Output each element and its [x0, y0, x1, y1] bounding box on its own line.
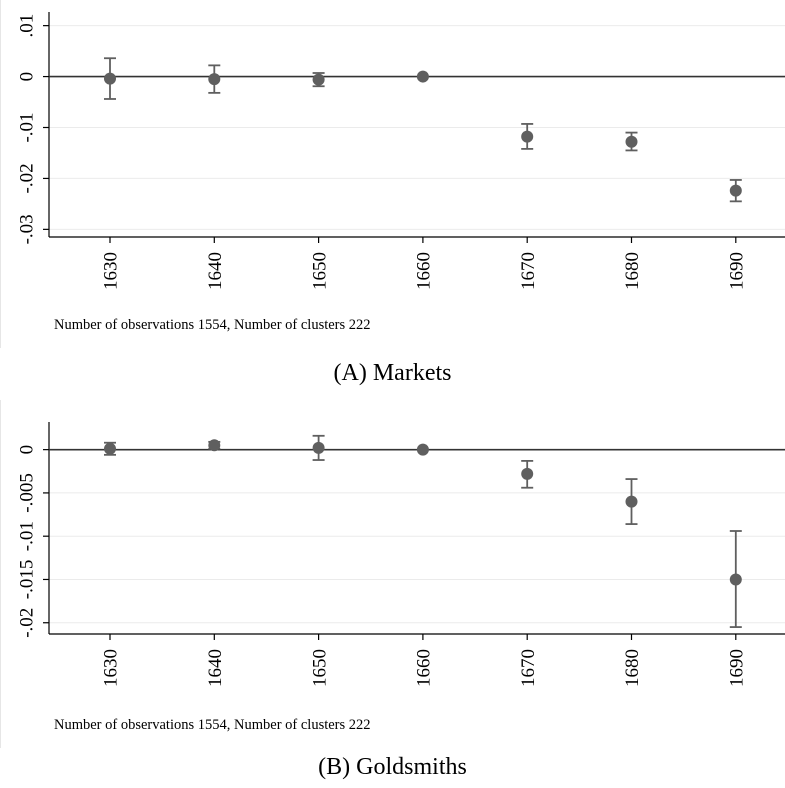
x-tick-label-1650: 1650 — [309, 649, 330, 687]
x-tick-label-1660: 1660 — [414, 649, 435, 687]
panel-markets: .01 0 -.01 -.02 -.03 1630 1640 1650 1660 1670 1680… — [0, 0, 785, 348]
point-1660 — [416, 70, 429, 83]
goldsmiths-note: Number of observations 1554, Number of c… — [54, 717, 371, 733]
point-1650 — [312, 441, 325, 454]
y-tick-label-1: -.005 — [17, 473, 38, 513]
y-tick-label-4: -.03 — [17, 214, 38, 244]
x-tick-label-1640: 1640 — [205, 252, 226, 290]
x-tick-label-1630: 1630 — [101, 252, 122, 290]
markets-note: Number of observations 1554, Number of c… — [54, 317, 371, 333]
panel-goldsmiths: 0 -.005 -.01 -.015 -.02 1630 1640 1650 1660 1670 1… — [0, 400, 785, 748]
point-1670 — [521, 467, 534, 480]
point-1630 — [104, 442, 116, 455]
x-tick-label-1630: 1630 — [101, 649, 122, 687]
point-1630 — [104, 72, 116, 85]
point-1680 — [625, 495, 638, 508]
y-tick-label-2: -.01 — [17, 112, 38, 142]
y-tick-label-3: -.015 — [17, 560, 38, 600]
x-tick-label-1650: 1650 — [309, 252, 330, 290]
point-1670 — [521, 130, 534, 143]
plot-background — [0, 0, 785, 348]
markets-caption: (A) Markets — [333, 360, 452, 386]
y-tick-label-4: -.02 — [17, 608, 38, 638]
point-1650 — [312, 73, 325, 86]
x-tick-label-1660: 1660 — [414, 252, 435, 290]
point-1690 — [729, 184, 742, 197]
point-1690 — [729, 573, 742, 586]
point-1640 — [208, 73, 221, 86]
y-tick-label-3: -.02 — [17, 163, 38, 193]
y-tick-label-1: 0 — [17, 72, 38, 82]
y-tick-label-2: -.01 — [17, 521, 38, 551]
x-tick-label-1680: 1680 — [622, 252, 643, 290]
x-tick-label-1690: 1690 — [726, 252, 747, 290]
x-tick-label-1680: 1680 — [622, 649, 643, 687]
point-1640 — [208, 439, 221, 452]
x-tick-label-1670: 1670 — [518, 649, 539, 687]
y-tick-label-0: 0 — [17, 445, 38, 455]
markets-chart: .01 0 -.01 -.02 -.03 1630 1640 1650 1660 1670 1680… — [0, 0, 785, 348]
goldsmiths-chart: 0 -.005 -.01 -.015 -.02 1630 1640 1650 1660 1670 1… — [0, 400, 785, 748]
point-1660 — [416, 443, 429, 456]
goldsmiths-caption: (B) Goldsmiths — [318, 754, 467, 780]
point-1680 — [625, 135, 638, 148]
y-tick-label-0: .01 — [17, 14, 38, 38]
x-tick-label-1690: 1690 — [726, 649, 747, 687]
plot-background — [0, 400, 785, 748]
x-tick-label-1670: 1670 — [518, 252, 539, 290]
x-tick-label-1640: 1640 — [205, 649, 226, 687]
